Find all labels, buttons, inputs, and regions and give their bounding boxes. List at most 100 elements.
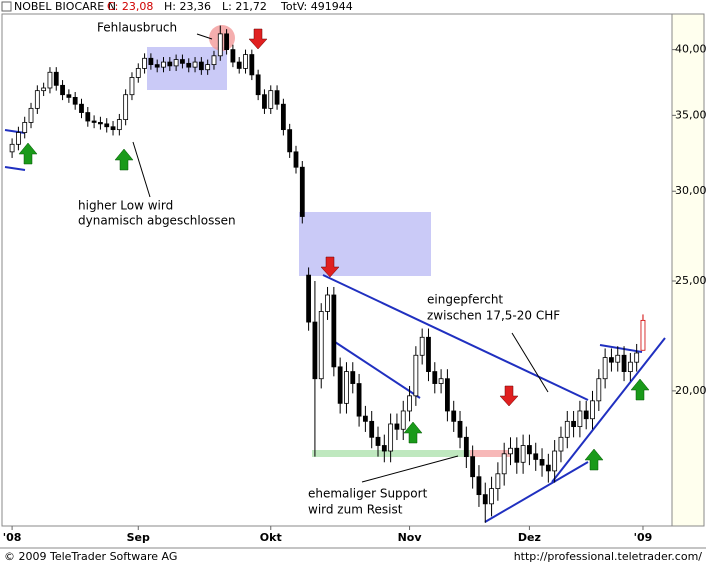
candle-body (16, 132, 21, 145)
candle-body (110, 126, 116, 131)
axis-panel (672, 14, 704, 526)
y-tick-label: 30,00 (675, 184, 706, 197)
candle-body (445, 378, 450, 412)
candle-body (53, 71, 59, 86)
candle-body (236, 61, 242, 69)
candle-body (28, 107, 34, 123)
candle-body (577, 410, 583, 428)
candle-body (293, 151, 299, 168)
y-tick-label: 25,00 (675, 274, 706, 287)
candle-body (224, 33, 229, 51)
candle-body (268, 90, 274, 109)
arrows (18, 28, 650, 483)
quote-close: C: 23,08 (107, 0, 153, 13)
candle-body (192, 61, 198, 68)
sell-arrow (499, 385, 519, 407)
candle-body (344, 371, 349, 404)
candle-body (545, 464, 551, 472)
candle-body (66, 94, 72, 98)
candle-body (123, 94, 129, 120)
quote-high: H: 23,36 (164, 0, 211, 13)
candle-body (299, 166, 305, 217)
candle-body (180, 59, 185, 64)
candle-body (211, 55, 217, 66)
pointer (361, 455, 459, 483)
candle-body (590, 400, 595, 420)
x-tick-label: '09 (634, 531, 653, 544)
candle-body (407, 395, 412, 412)
candle-body (375, 436, 381, 446)
candle-body (394, 423, 400, 430)
trend-line (4, 166, 26, 171)
candle-body (243, 54, 248, 69)
candle-body (98, 122, 103, 125)
candle-body (520, 445, 526, 463)
candle-body (495, 473, 501, 489)
resist-band (470, 450, 510, 457)
candle-body (116, 119, 122, 131)
candle-body (426, 336, 431, 372)
x-tick-label: Okt (260, 531, 282, 544)
candle-body (280, 103, 286, 131)
candle-body (514, 447, 520, 463)
source-link[interactable]: http://professional.teletrader.com/ (514, 550, 703, 563)
candle-body (489, 488, 494, 505)
pointer (132, 141, 151, 198)
gap-box (299, 212, 431, 276)
buy-arrow (630, 378, 650, 401)
candle-body (482, 494, 488, 505)
header: NOBEL BIOCARE N C: 23,08 H: 23,36 L: 21,… (1, 0, 353, 13)
candle-body (186, 62, 192, 68)
frame (1, 13, 705, 527)
candle-body (249, 54, 255, 76)
candle-body (621, 354, 627, 372)
buy-arrow (403, 421, 423, 444)
trend-line (599, 344, 643, 353)
candle-body (230, 49, 236, 63)
candle-body (47, 71, 53, 89)
candle-body (552, 450, 558, 472)
candle-body (167, 61, 173, 67)
candle-body (457, 420, 463, 438)
candle-body (148, 57, 154, 66)
candle-body (60, 84, 65, 96)
annotation: higher Low wird (78, 199, 173, 213)
pointer (511, 332, 549, 393)
candle-body (400, 410, 406, 430)
annotation: dynamisch abgeschlossen (78, 214, 236, 228)
x-tick-label: '08 (3, 531, 22, 544)
candle-body (501, 453, 507, 475)
candle-body (142, 57, 147, 69)
candle-body (508, 447, 513, 455)
candle-body (413, 354, 419, 397)
candle-body (451, 410, 457, 422)
sell-arrow (320, 256, 340, 278)
candle-body (476, 476, 482, 496)
y-tick-label: 35,00 (675, 108, 706, 121)
sell-arrow (248, 28, 268, 50)
buy-arrow (584, 448, 604, 471)
candle-body (41, 87, 47, 92)
candle-body (9, 143, 15, 153)
candle-body (539, 459, 545, 466)
candle-body (306, 274, 312, 323)
quote-volume: TotV: 491944 (280, 0, 353, 13)
candle-body (262, 94, 267, 109)
x-tick-label: Nov (398, 531, 423, 544)
annotation: eingepfercht (427, 293, 503, 307)
candle-body (615, 354, 621, 363)
candle-body (154, 64, 160, 68)
candle-body (318, 311, 324, 380)
candle-body (72, 96, 78, 105)
candle-body (22, 122, 28, 133)
candle-body (463, 436, 469, 458)
x-tick-label: Dez (518, 531, 541, 544)
trend-line (334, 341, 421, 399)
checkbox[interactable] (1, 1, 12, 12)
annotation: zwischen 17,5-20 CHF (427, 309, 560, 323)
candle-body (419, 336, 425, 356)
candle-body (388, 423, 394, 452)
annotation: wird zum Resist (308, 503, 403, 517)
candle-body (274, 90, 280, 105)
